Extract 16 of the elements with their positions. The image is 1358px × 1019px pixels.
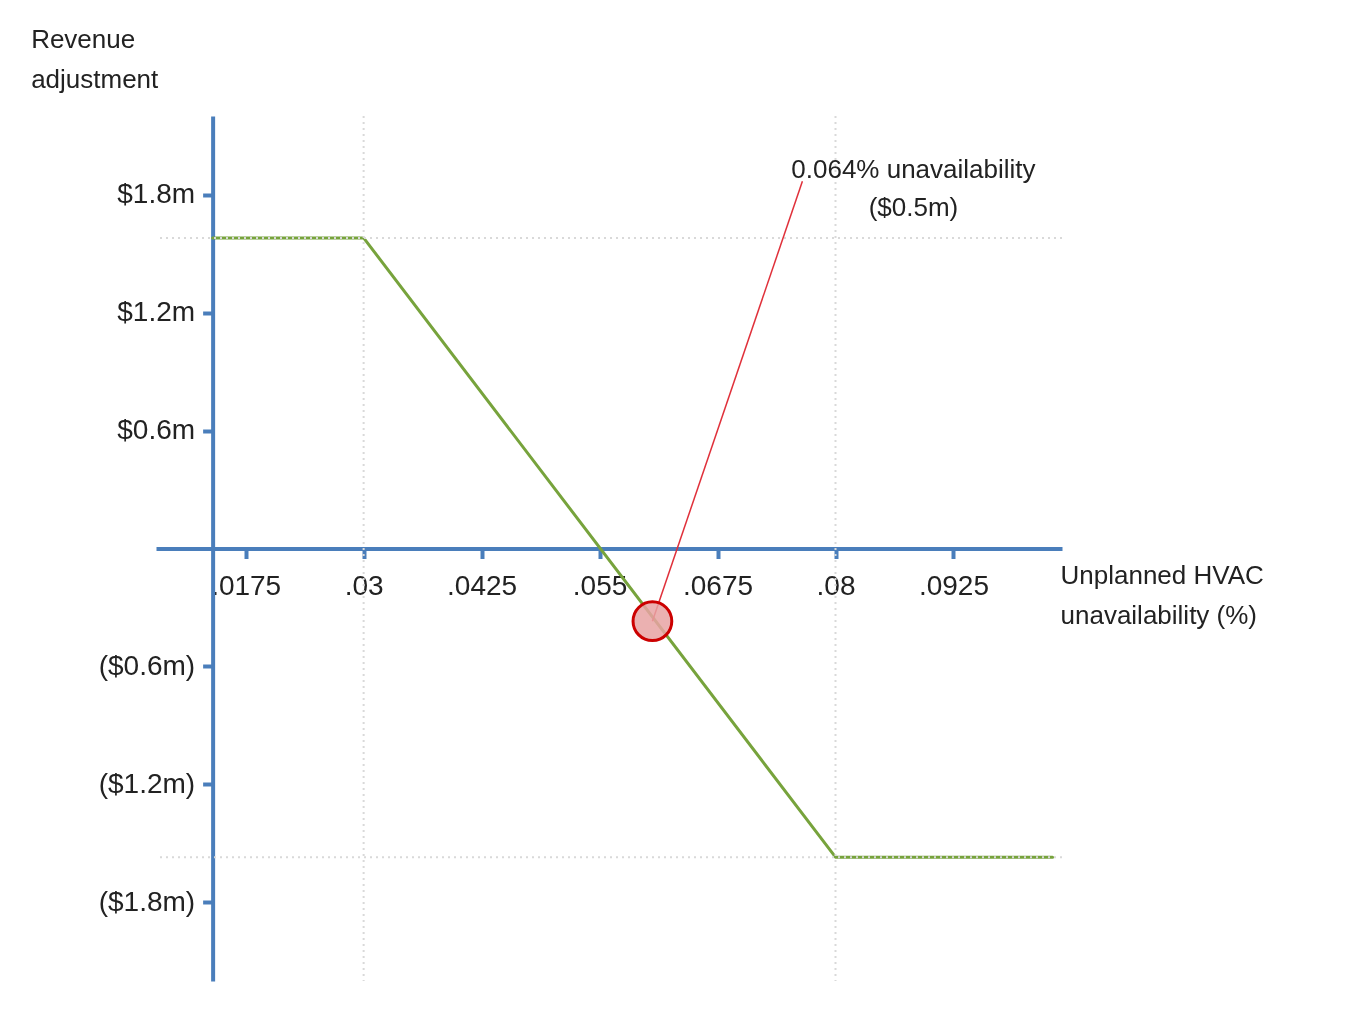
y-tick-label: ($1.8m) (98, 885, 196, 917)
y-tick-label: $1.8m (117, 178, 196, 210)
x-tick-label: .03 (344, 570, 384, 601)
x-tick-label: .0425 (447, 570, 518, 601)
y-axis-title: Revenue adjustment (31, 23, 160, 94)
x-tick-label: .08 (816, 570, 856, 601)
x-axis-title: Unplanned HVAC unavailability (%) (1060, 560, 1264, 630)
annotation: 0.064% unavailability ($0.5m) (791, 154, 1036, 223)
y-tick-label: $0.6m (117, 414, 196, 446)
y-tick-label: $1.2m (117, 296, 196, 328)
x-tick-label: .0675 (682, 570, 754, 601)
y-tick-label: ($0.6m) (98, 649, 196, 681)
x-tick-label: .0175 (211, 570, 282, 601)
x-tick-label: .055 (572, 570, 628, 601)
y-tick-label: ($1.2m) (98, 767, 196, 799)
x-tick-label: .0925 (918, 570, 990, 601)
